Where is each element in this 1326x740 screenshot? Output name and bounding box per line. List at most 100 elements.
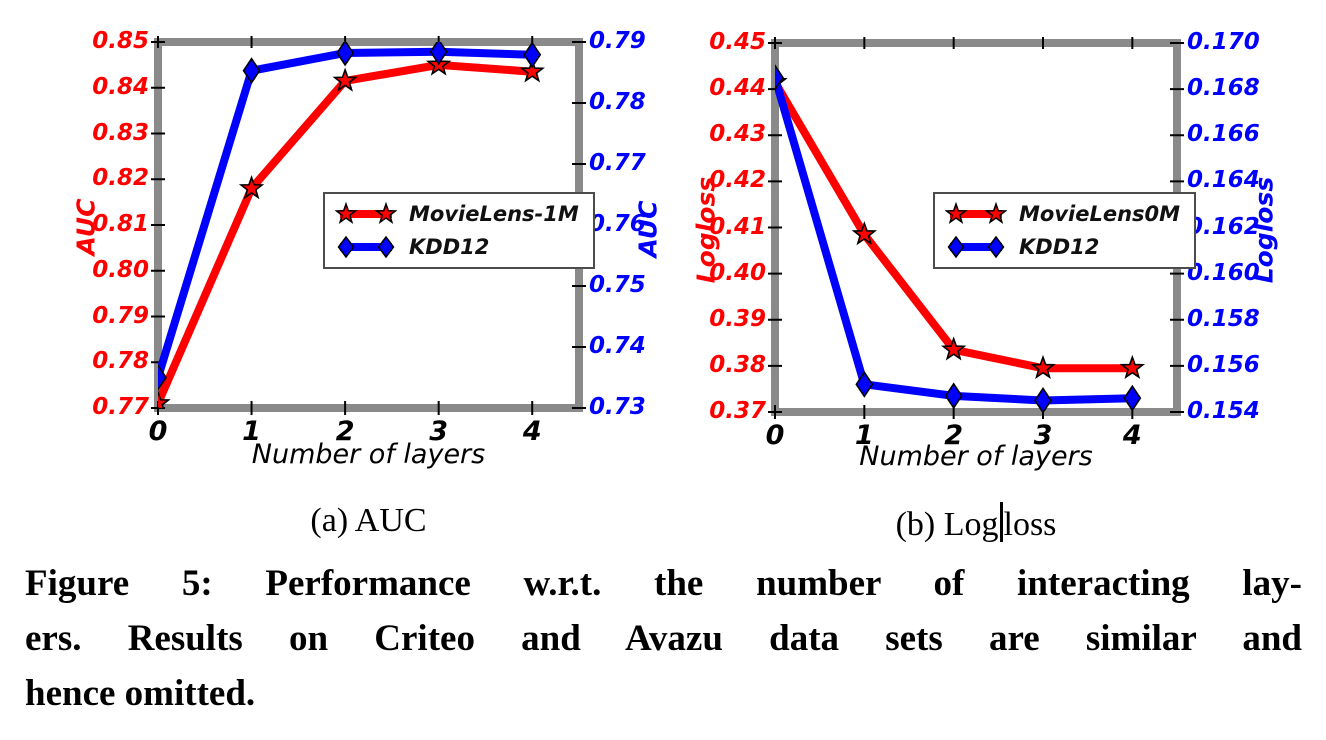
y-axis-title-left: Logloss xyxy=(691,176,721,284)
legend-marker-glyph-star xyxy=(984,201,1007,224)
x-tick-label: 0 xyxy=(765,420,785,451)
y-tick-label-right: 0.158 xyxy=(1187,305,1260,332)
y-tick-label-left: 0.44 xyxy=(709,75,766,102)
chart-canvas xyxy=(151,36,586,415)
y-tick-label-left: 0.79 xyxy=(92,302,149,329)
caption-line-1: Figure 5: Performance w.r.t. the number … xyxy=(25,563,1302,604)
legend-marker-glyph-star xyxy=(374,201,397,224)
marker-star xyxy=(332,67,358,92)
caption-line-2: ers. Results on Criteo and Avazu data se… xyxy=(25,618,1302,659)
y-tick-label-right: 0.76 xyxy=(589,211,646,238)
y-tick-label-left: 0.80 xyxy=(92,256,149,283)
legend-label: MovieLens-1M xyxy=(409,202,579,226)
y-axis-title-right: Logloss xyxy=(1249,176,1279,284)
series-group xyxy=(775,64,1146,412)
y-tick-label-left: 0.45 xyxy=(709,29,766,56)
x-tick-label: 1 xyxy=(854,420,874,451)
marker-star xyxy=(158,390,171,408)
y-tick-label-right: 0.154 xyxy=(1187,398,1260,425)
y-tick-label-right: 0.160 xyxy=(1187,259,1260,286)
legend-marker-glyph-diamond xyxy=(377,235,395,259)
subcaption-a: (a) AUC xyxy=(310,502,427,539)
y-tick-label-left: 0.40 xyxy=(709,259,766,286)
x-tick-label: 3 xyxy=(429,416,449,447)
subcaption-b-pre: (b) Log xyxy=(895,506,999,543)
y-tick-label-right: 0.170 xyxy=(1187,29,1260,56)
chart-b-logloss: 0.37 0.38 0.39 0.40 0.41 0.42 0.43 0.44 0.45 0.15… xyxy=(663,0,1326,472)
x-tick-label: 2 xyxy=(335,416,355,447)
y-tick-label-left: 0.78 xyxy=(92,348,149,375)
y-tick-label-right: 0.164 xyxy=(1187,167,1260,194)
legend-label: KDD12 xyxy=(409,235,490,259)
y-tick-label-left: 0.83 xyxy=(92,119,149,146)
y-axis-title-right: AUC xyxy=(633,200,663,258)
legend-marker-diamond xyxy=(947,235,1005,259)
legend-row: MovieLens0M xyxy=(945,201,1180,227)
marker-diamond xyxy=(429,42,448,66)
legend: MovieLens0M KDD12 xyxy=(933,192,1197,269)
chart-a-auc: 0.77 0.78 0.79 0.80 0.81 0.82 0.83 0.84 0.85 0.73… xyxy=(0,0,663,470)
legend-label: MovieLens0M xyxy=(1019,202,1181,226)
legend-marker-glyph-star xyxy=(335,201,358,224)
x-tick-label: 2 xyxy=(944,420,964,451)
y-tick-label-left: 0.37 xyxy=(709,398,766,425)
marker-diamond xyxy=(1123,384,1142,412)
marker-diamond xyxy=(855,370,874,398)
legend-marker-star xyxy=(945,201,1007,224)
marker-diamond xyxy=(336,42,355,67)
legend-marker-glyph-diamond xyxy=(987,235,1005,259)
y-tick-label-left: 0.39 xyxy=(709,305,766,332)
caption-line-3: hence omitted. xyxy=(25,673,256,714)
marker-star xyxy=(519,58,545,83)
x-tick-label: 4 xyxy=(522,416,542,447)
marker-diamond xyxy=(158,364,167,391)
y-tick-label-right: 0.79 xyxy=(589,28,646,55)
y-tick-label-right: 0.77 xyxy=(589,150,646,177)
subcaption-b[interactable]: (b) Log loss xyxy=(775,502,1177,544)
y-tick-label-right: 0.156 xyxy=(1187,351,1260,378)
marker-star xyxy=(1119,354,1146,379)
y-tick-label-left: 0.84 xyxy=(92,73,149,100)
marker-star xyxy=(940,336,967,361)
legend-row: KDD12 xyxy=(945,234,1180,260)
marker-diamond xyxy=(523,42,542,69)
legend-marker-diamond xyxy=(337,235,395,259)
legend-row: MovieLens-1M xyxy=(335,201,579,227)
marker-star xyxy=(851,221,878,246)
x-tick-label: 1 xyxy=(242,416,261,447)
y-tick-label-left: 0.42 xyxy=(709,167,766,194)
y-tick-label-left: 0.77 xyxy=(92,394,149,421)
y-tick-label-left: 0.38 xyxy=(709,351,766,378)
subcaption-b-post: loss xyxy=(1003,506,1057,543)
y-tick-label-right: 0.168 xyxy=(1187,75,1260,102)
text-cursor xyxy=(999,502,1003,542)
x-tick-label: 3 xyxy=(1033,420,1053,451)
y-tick-label-left: 0.82 xyxy=(92,165,149,192)
legend-marker-glyph-diamond xyxy=(947,235,965,259)
figure-caption: Figure 5: Performance w.r.t. the number … xyxy=(25,556,1302,721)
legend-row: KDD12 xyxy=(335,234,579,260)
x-axis-title: Number of layers xyxy=(859,441,1093,472)
x-axis-title: Number of layers xyxy=(251,439,486,470)
y-tick-label-left: 0.43 xyxy=(709,121,766,148)
y-tick-label-right: 0.73 xyxy=(589,394,646,421)
x-tick-label: 4 xyxy=(1122,420,1142,451)
legend: MovieLens-1M KDD12 xyxy=(323,192,595,269)
legend-marker-glyph-diamond xyxy=(337,235,355,259)
y-tick-label-right: 0.75 xyxy=(589,272,646,299)
marker-diamond xyxy=(242,57,261,85)
marker-star xyxy=(1030,354,1056,379)
y-tick-label-right: 0.74 xyxy=(589,333,646,360)
y-tick-label-right: 0.166 xyxy=(1187,121,1260,148)
y-tick-label-right: 0.78 xyxy=(589,89,646,116)
marker-diamond xyxy=(775,64,784,92)
legend-label: KDD12 xyxy=(1019,235,1100,259)
marker-diamond xyxy=(1034,387,1052,412)
legend-marker-star xyxy=(335,201,397,224)
series-group xyxy=(158,42,545,408)
marker-star xyxy=(238,175,265,200)
y-axis-title-left: AUC xyxy=(71,198,101,256)
y-tick-label-left: 0.41 xyxy=(709,213,766,240)
chart-canvas xyxy=(768,37,1184,419)
